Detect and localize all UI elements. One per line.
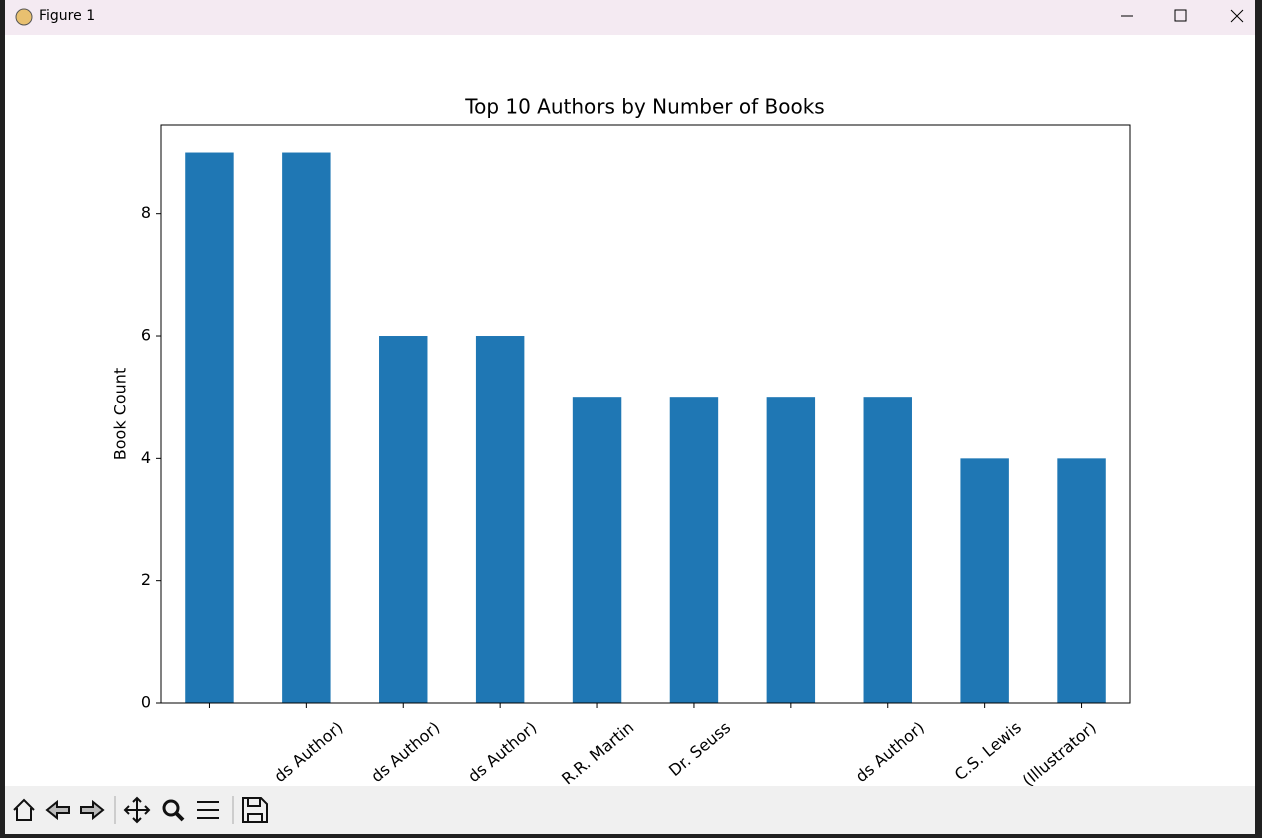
bar (669, 397, 719, 703)
window: Top 10 Authors by Number of Books Book C… (5, 0, 1255, 834)
close-button[interactable] (1230, 9, 1244, 23)
x-tick-label: ds Author) (270, 718, 346, 786)
home-button[interactable] (13, 798, 35, 821)
toolbar (5, 786, 1255, 834)
bar (282, 152, 331, 703)
bar (960, 458, 1009, 703)
save-button[interactable] (242, 797, 268, 823)
x-tick-label: Dr. Seuss (665, 718, 734, 780)
bar (379, 336, 428, 703)
x-tick-label: ds Author) (464, 718, 540, 786)
zoom-button[interactable] (162, 799, 180, 817)
x-tick-label: ds Author) (367, 718, 443, 786)
bar (863, 397, 912, 703)
y-tick-label: 0 (141, 693, 151, 712)
back-button[interactable] (45, 799, 70, 821)
window-title: Figure 1 (39, 8, 96, 24)
bar (475, 336, 525, 703)
y-tick-label: 2 (141, 570, 151, 589)
chart: Top 10 Authors by Number of Books Book C… (111, 95, 1131, 786)
x-tick-label: ds Author) (852, 718, 928, 786)
y-tick-label: 6 (141, 326, 151, 345)
bar (185, 152, 234, 703)
title-bar: Figure 1 (5, 0, 1255, 35)
app-icon (15, 8, 33, 26)
y-tick-label: 8 (141, 203, 151, 222)
y-axis-label: Book Count (111, 368, 130, 460)
pan-button[interactable] (123, 796, 151, 824)
bar (766, 397, 816, 703)
maximize-button[interactable] (1174, 9, 1187, 22)
window-controls (1121, 9, 1244, 23)
forward-button[interactable] (80, 799, 105, 821)
toolbar-icons (13, 796, 268, 824)
x-tick-label: R.R. Martin (558, 718, 637, 786)
y-tick-label: 4 (141, 448, 151, 467)
x-tick-label: (Illustrator) (1019, 718, 1100, 786)
bar (1057, 458, 1106, 703)
plot-frame (160, 124, 1131, 704)
configure-button[interactable] (197, 801, 219, 819)
bar (572, 397, 622, 703)
x-tick-label: C.S. Lewis (951, 718, 1025, 785)
chart-title: Top 10 Authors by Number of Books (464, 95, 824, 119)
